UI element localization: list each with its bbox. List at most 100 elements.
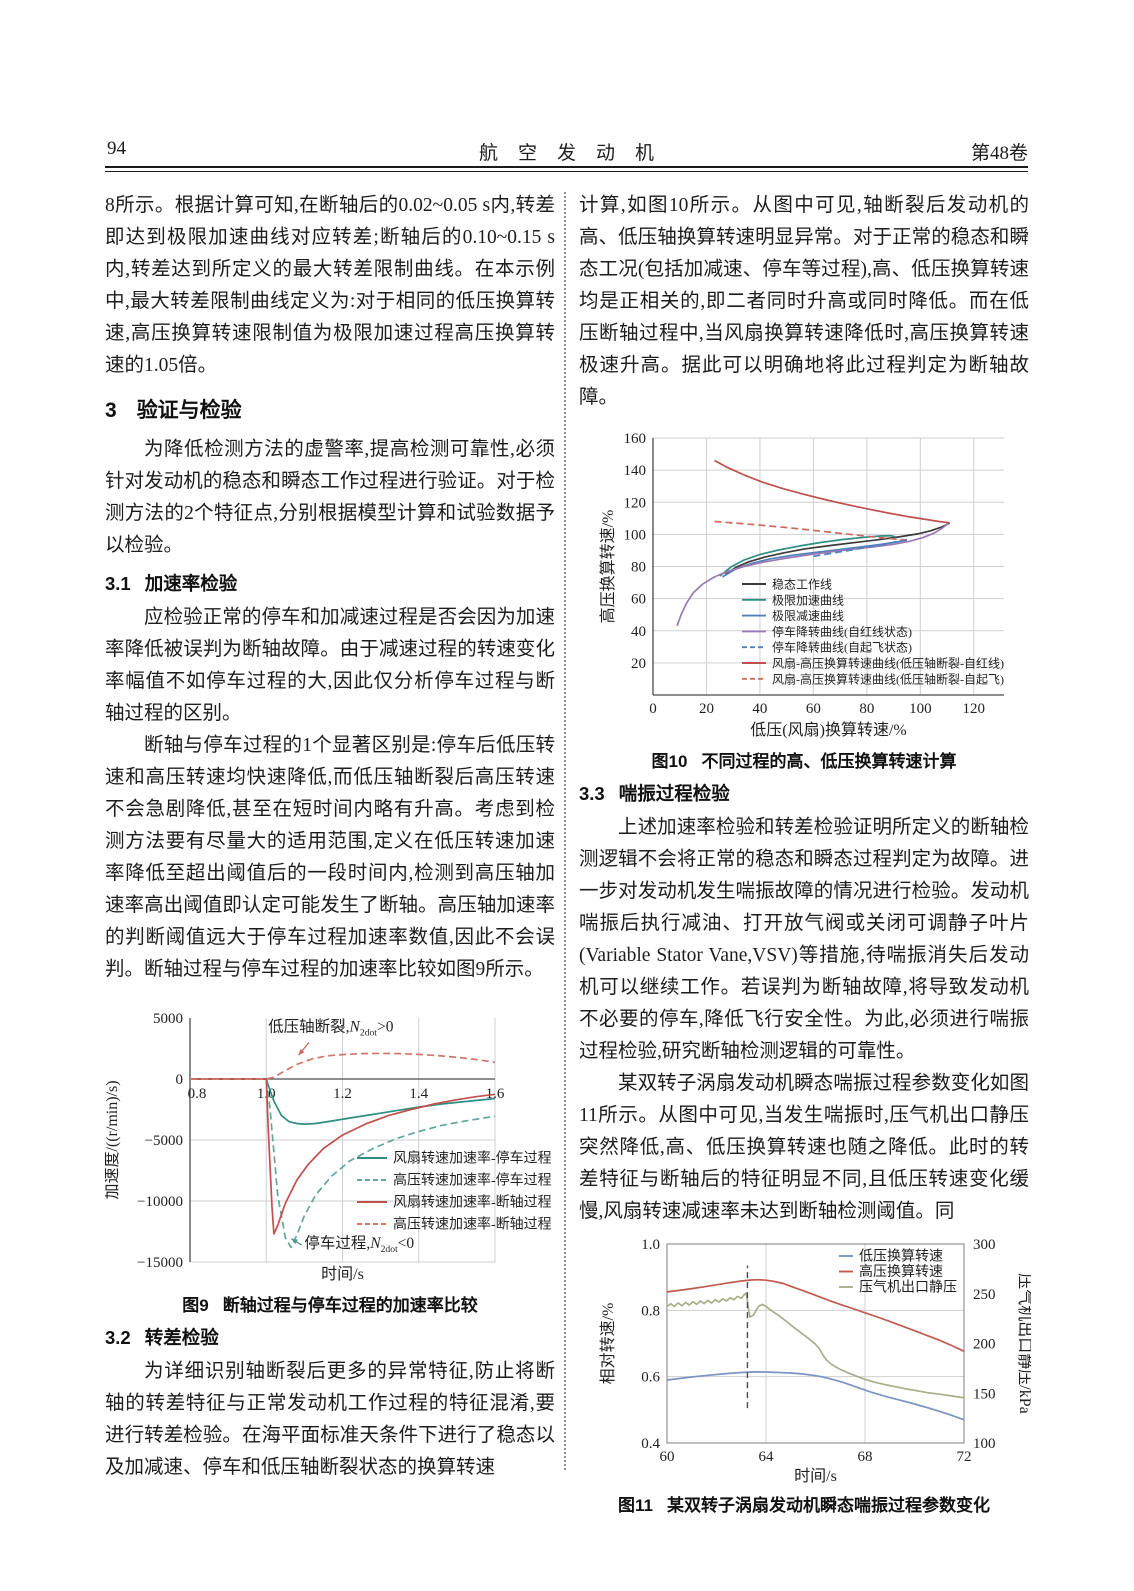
- figure-10-caption: 图10 不同过程的高、低压换算转速计算: [579, 747, 1029, 772]
- svg-text:0: 0: [176, 1072, 184, 1088]
- svg-text:250: 250: [973, 1287, 996, 1303]
- paragraph: 上述加速率检验和转差检验证明所定义的断轴检测逻辑不会将正常的稳态和瞬态过程判定为…: [579, 817, 1029, 1062]
- paragraph: 8所示。根据计算可知,在断轴后的0.02~0.05 s内,转差即达到极限加速曲线…: [105, 195, 555, 376]
- svg-text:150: 150: [973, 1386, 996, 1402]
- svg-text:72: 72: [957, 1449, 972, 1465]
- svg-text:停车过程,N2dot<0: 停车过程,N2dot<0: [304, 1234, 414, 1255]
- svg-text:140: 140: [624, 463, 647, 479]
- svg-text:压气机出口静压: 压气机出口静压: [859, 1280, 957, 1296]
- figure-9-caption: 图9 断轴过程与停车过程的加速率比较: [105, 1291, 555, 1316]
- svg-text:停车降转曲线(自红线状态): 停车降转曲线(自红线状态): [772, 624, 912, 639]
- paragraph: 某双转子涡扇发动机瞬态喘振过程参数变化如图11所示。从图中可见,当发生喘振时,压…: [579, 1073, 1029, 1222]
- section-heading-3: 3 验证与检验: [105, 394, 555, 424]
- svg-text:60: 60: [660, 1449, 675, 1465]
- header-rule: [105, 166, 1028, 172]
- svg-text:极限加速曲线: 极限加速曲线: [772, 593, 844, 607]
- svg-text:40: 40: [631, 624, 646, 640]
- column-divider: [564, 192, 566, 1470]
- svg-text:300: 300: [973, 1237, 996, 1253]
- svg-text:20: 20: [699, 701, 714, 717]
- svg-text:80: 80: [859, 701, 874, 717]
- subsection-heading-3-1: 3.1 加速率检验: [105, 570, 555, 596]
- figure-caption-label: 图11: [618, 1496, 653, 1515]
- svg-text:60: 60: [806, 701, 821, 717]
- paragraph: 断轴与停车过程的1个显著区别是:停车后低压转速和高压转速均快速降低,而低压轴断裂…: [105, 735, 555, 980]
- figure-caption-label: 图10: [651, 752, 688, 771]
- journal-title: 航空发动机: [478, 143, 675, 164]
- svg-text:68: 68: [858, 1449, 873, 1465]
- svg-text:风扇转速加速率-停车过程: 风扇转速加速率-停车过程: [393, 1150, 552, 1167]
- paragraph: 为降低检测方法的虚警率,提高检测可靠性,必须针对发动机的稳态和瞬态工作过程进行验…: [105, 439, 555, 556]
- svg-text:0: 0: [649, 701, 657, 717]
- svg-text:低压轴断裂,N2dot>0: 低压轴断裂,N2dot>0: [268, 1017, 394, 1038]
- svg-text:停车降转曲线(自起飞状态): 停车降转曲线(自起飞状态): [772, 640, 912, 655]
- paragraph: 应检验正常的停车和加减速过程是否会因为加速率降低被误判为断轴故障。由于减速过程的…: [105, 607, 555, 724]
- column-right: 计算,如图10所示。从图中可见,轴断裂后发动机的高、低压轴换算转速明显异常。对于…: [579, 190, 1031, 1516]
- svg-text:120: 120: [963, 701, 986, 717]
- svg-text:40: 40: [752, 701, 767, 717]
- svg-text:100: 100: [973, 1436, 996, 1452]
- svg-text:120: 120: [624, 495, 647, 511]
- svg-text:0.6: 0.6: [641, 1370, 660, 1386]
- figure-caption-label: 图9: [182, 1296, 209, 1315]
- svg-text:0.4: 0.4: [641, 1436, 660, 1452]
- figure-10-chart: 0 20 40 60 80 100 120 160 140 120 100 80 60 40 20 低压(风扇…: [598, 431, 1004, 739]
- svg-text:−10000: −10000: [137, 1194, 183, 1210]
- figure-9-chart: 0.8 1.0 1.2 1.4 1.650000−5000−10000−15000时间/…: [105, 1011, 552, 1283]
- svg-text:1.2: 1.2: [333, 1086, 352, 1102]
- section-title: 验证与检验: [136, 399, 242, 422]
- subsection-heading-3-3: 3.3 喘振过程检验: [579, 780, 1029, 806]
- page-header: 94 航空发动机 第48卷: [105, 138, 1028, 164]
- svg-text:时间/s: 时间/s: [321, 1265, 364, 1283]
- subsection-title: 加速率检验: [144, 573, 238, 594]
- page-number: 94: [107, 138, 126, 159]
- svg-text:160: 160: [624, 431, 647, 447]
- svg-text:加速度/((r/min)/s): 加速度/((r/min)/s): [105, 1080, 121, 1199]
- subsection-title: 转差检验: [144, 1327, 219, 1348]
- svg-text:风扇-高压换算转速曲线(低压轴断裂-自红线): 风扇-高压换算转速曲线(低压轴断裂-自红线): [772, 656, 1004, 671]
- svg-text:1.0: 1.0: [641, 1237, 660, 1253]
- svg-text:100: 100: [909, 701, 932, 717]
- subsection-number: 3.2: [105, 1327, 131, 1348]
- svg-text:0.8: 0.8: [188, 1086, 207, 1102]
- svg-text:80: 80: [631, 560, 646, 576]
- svg-text:高压转速加速率-停车过程: 高压转速加速率-停车过程: [393, 1172, 552, 1189]
- volume-label: 第48卷: [970, 143, 1028, 164]
- svg-text:稳态工作线: 稳态工作线: [772, 577, 832, 592]
- figure-10: 0 20 40 60 80 100 120 160 140 120 100 80 60 40 20 低压(风扇…: [579, 424, 1029, 772]
- svg-text:风扇-高压换算转速曲线(低压轴断裂-自起飞): 风扇-高压换算转速曲线(低压轴断裂-自起飞): [772, 671, 1004, 686]
- svg-text:5000: 5000: [153, 1011, 183, 1027]
- figure-caption-text: 不同过程的高、低压换算转速计算: [701, 752, 957, 771]
- svg-text:压气机出口静压/kPa: 压气机出口静压/kPa: [1016, 1273, 1031, 1413]
- svg-text:20: 20: [631, 656, 646, 672]
- figure-11-chart: 60 64 68 72 1.0 0.8 0.6 0.4 300 250 200 150 100 时间/s 相…: [599, 1237, 1031, 1485]
- svg-text:极限减速曲线: 极限减速曲线: [772, 609, 844, 623]
- figure-caption-text: 断轴过程与停车过程的加速率比较: [222, 1296, 478, 1315]
- svg-text:64: 64: [759, 1449, 775, 1465]
- subsection-number: 3.3: [579, 783, 605, 804]
- svg-text:时间/s: 时间/s: [794, 1467, 837, 1485]
- svg-text:1.4: 1.4: [409, 1086, 428, 1102]
- svg-text:100: 100: [624, 527, 647, 543]
- svg-text:1.6: 1.6: [486, 1086, 505, 1102]
- subsection-title: 喘振过程检验: [618, 783, 730, 804]
- subsection-number: 3.1: [105, 573, 131, 594]
- svg-text:高压转速加速率-断轴过程: 高压转速加速率-断轴过程: [393, 1216, 552, 1233]
- svg-text:高压换算转速/%: 高压换算转速/%: [598, 510, 617, 624]
- svg-text:高压换算转速: 高压换算转速: [859, 1263, 943, 1280]
- svg-text:−15000: −15000: [137, 1255, 183, 1271]
- svg-text:200: 200: [973, 1337, 996, 1353]
- svg-text:相对转速/%: 相对转速/%: [599, 1303, 617, 1385]
- svg-text:0.8: 0.8: [641, 1303, 660, 1319]
- svg-text:−5000: −5000: [145, 1133, 183, 1149]
- figure-11: 60 64 68 72 1.0 0.8 0.6 0.4 300 250 200 150 100 时间/s 相…: [579, 1234, 1031, 1516]
- svg-text:风扇转速加速率-断轴过程: 风扇转速加速率-断轴过程: [393, 1194, 552, 1211]
- figure-caption-text: 某双转子涡扇发动机瞬态喘振过程参数变化: [666, 1496, 990, 1515]
- paragraph: 为详细识别轴断裂后更多的异常特征,防止将断轴的转差特征与正常发动机工作过程的特征…: [105, 1361, 555, 1478]
- svg-text:低压换算转速: 低压换算转速: [859, 1248, 943, 1265]
- figure-11-caption: 图11 某双转子涡扇发动机瞬态喘振过程参数变化: [579, 1491, 1029, 1516]
- section-number: 3: [105, 399, 117, 422]
- figure-9: 0.8 1.0 1.2 1.4 1.6 5000 0 −5000 −10000 −15000 时间/…: [105, 992, 555, 1316]
- paragraph: 计算,如图10所示。从图中可见,轴断裂后发动机的高、低压轴换算转速明显异常。对于…: [579, 195, 1029, 408]
